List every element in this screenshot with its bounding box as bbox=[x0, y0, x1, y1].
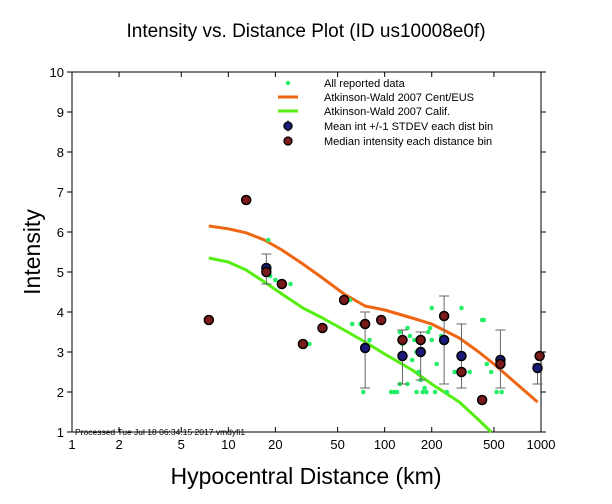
y-tick-label: 3 bbox=[57, 345, 64, 360]
median-point bbox=[415, 334, 426, 346]
y-tick-label: 2 bbox=[57, 385, 64, 400]
legend-label: Mean int +/-1 STDEV each dist bin bbox=[324, 121, 493, 133]
calif-curve bbox=[208, 256, 493, 434]
y-tick-label: 10 bbox=[50, 65, 64, 80]
median-point bbox=[534, 350, 545, 362]
reported-point bbox=[405, 325, 410, 331]
legend-label: Atkinson-Wald 2007 Calif. bbox=[324, 106, 450, 118]
median-point bbox=[375, 314, 387, 326]
mean-point bbox=[415, 346, 426, 358]
chart-title: Intensity vs. Distance Plot (ID us10008e… bbox=[126, 21, 485, 42]
reported-point bbox=[488, 369, 494, 375]
median-point bbox=[317, 322, 328, 334]
median-point bbox=[397, 334, 408, 346]
legend-label: Median intensity each distance bin bbox=[324, 136, 492, 148]
x-tick-label: 10 bbox=[221, 437, 235, 452]
reported-point bbox=[360, 389, 366, 395]
mean-point bbox=[456, 350, 467, 362]
x-tick-label: 500 bbox=[483, 437, 505, 452]
median-point bbox=[297, 338, 309, 350]
reported-point bbox=[405, 381, 410, 387]
mean-point bbox=[359, 342, 371, 354]
y-tick-label: 9 bbox=[57, 105, 64, 120]
x-tick-label: 200 bbox=[421, 437, 443, 452]
reported-point bbox=[444, 389, 450, 395]
reported-point bbox=[424, 389, 429, 395]
reported-point bbox=[484, 361, 490, 367]
reported-point bbox=[459, 305, 464, 311]
median-point bbox=[456, 366, 467, 378]
x-tick-label: 1 bbox=[68, 437, 75, 452]
legend: All reported data Atkinson-Wald 2007 Cent… bbox=[278, 78, 493, 148]
y-tick-label: 8 bbox=[57, 145, 64, 160]
reported-point bbox=[425, 329, 431, 335]
median-point bbox=[438, 310, 450, 322]
x-tick-label: 1000 bbox=[527, 437, 556, 452]
reported-point bbox=[481, 317, 486, 323]
median-point bbox=[338, 294, 350, 306]
y-tick-label: 5 bbox=[57, 265, 64, 280]
reported-point bbox=[367, 337, 372, 343]
legend-label: Atkinson-Wald 2007 Cent/EUS bbox=[324, 92, 474, 104]
y-axis-label: Intensity bbox=[19, 209, 45, 295]
y-tick-label: 1 bbox=[57, 425, 64, 440]
reported-point bbox=[434, 361, 439, 367]
median-point bbox=[240, 194, 252, 206]
reported-point bbox=[273, 277, 278, 283]
y-tick-label: 7 bbox=[57, 185, 64, 200]
median-point bbox=[359, 318, 371, 330]
reported-data-points bbox=[265, 237, 504, 395]
legend-dot-icon bbox=[285, 80, 291, 86]
y-tick-label: 4 bbox=[57, 305, 64, 320]
processed-note: Processed Tue Jul 18 06:34:15 2017 vmdyf… bbox=[75, 427, 245, 437]
reported-point bbox=[467, 369, 473, 375]
reported-point bbox=[414, 389, 419, 395]
cent-eus-curve bbox=[208, 224, 539, 404]
median-points bbox=[203, 194, 545, 406]
x-tick-label: 2 bbox=[115, 437, 122, 452]
y-tick-label: 6 bbox=[57, 225, 64, 240]
reported-point bbox=[288, 281, 293, 287]
reported-point bbox=[265, 237, 271, 243]
reported-point bbox=[391, 389, 397, 395]
mean-point bbox=[438, 334, 450, 346]
reported-point bbox=[407, 333, 413, 339]
mean-points bbox=[261, 262, 543, 374]
reported-point bbox=[432, 389, 438, 395]
reported-point bbox=[420, 389, 425, 395]
reported-point bbox=[452, 369, 457, 375]
legend-median-icon bbox=[283, 136, 293, 146]
x-axis-label: Hypocentral Distance (km) bbox=[171, 463, 442, 489]
x-tick-label: 20 bbox=[268, 437, 282, 452]
median-point bbox=[276, 278, 288, 290]
mean-point bbox=[532, 362, 543, 374]
axes: 1 2 5 10 20 50 100 200 500 1000 1 2 3 4 5 6 7 8 9 10 bbox=[50, 65, 556, 452]
median-point bbox=[261, 266, 272, 278]
reported-point bbox=[422, 385, 427, 391]
model-curves bbox=[208, 224, 539, 434]
median-point bbox=[476, 394, 488, 406]
reported-point bbox=[429, 305, 435, 311]
reported-point bbox=[494, 389, 499, 395]
median-point bbox=[203, 314, 215, 326]
median-point bbox=[495, 358, 506, 370]
legend-mean-icon bbox=[283, 121, 293, 131]
x-tick-label: 5 bbox=[178, 437, 185, 452]
reported-point bbox=[427, 325, 433, 331]
reported-point bbox=[429, 337, 435, 343]
x-tick-label: 100 bbox=[374, 437, 396, 452]
legend-label: All reported data bbox=[324, 78, 406, 90]
reported-point bbox=[409, 357, 415, 363]
mean-point bbox=[397, 350, 408, 362]
reported-point bbox=[397, 329, 403, 335]
reported-point bbox=[499, 389, 504, 395]
plot-frame bbox=[71, 71, 542, 433]
reported-point bbox=[307, 341, 312, 347]
reported-point bbox=[416, 369, 421, 375]
x-tick-label: 50 bbox=[330, 437, 344, 452]
reported-point bbox=[349, 321, 355, 327]
